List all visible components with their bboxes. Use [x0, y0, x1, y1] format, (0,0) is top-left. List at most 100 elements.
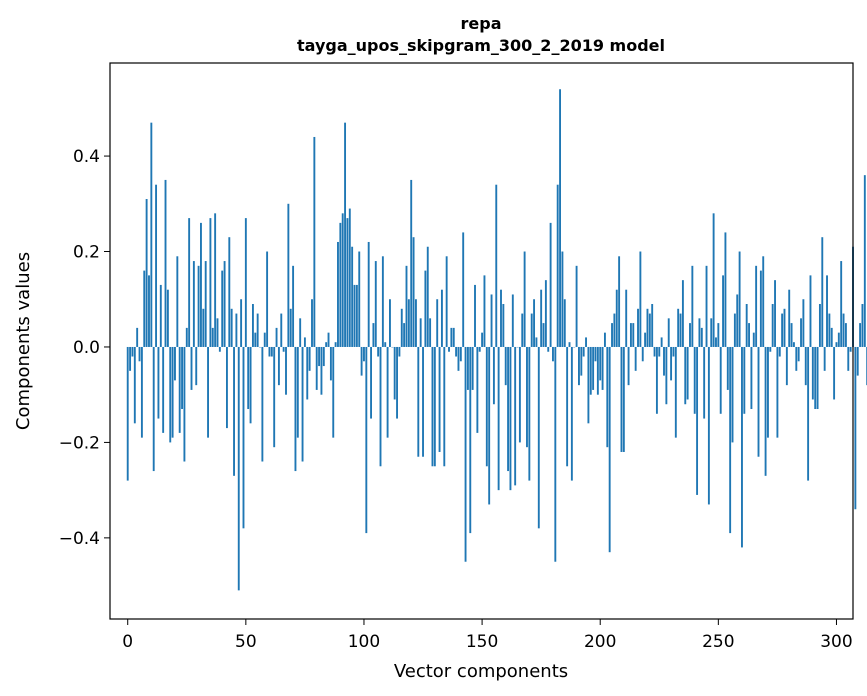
bar	[275, 327, 278, 347]
bar	[162, 346, 165, 433]
bar	[280, 313, 283, 347]
bar	[433, 346, 436, 467]
bar	[197, 265, 200, 347]
bar	[691, 265, 694, 347]
bar	[696, 346, 699, 495]
bar	[270, 346, 273, 357]
bar	[192, 261, 195, 347]
bar	[674, 346, 677, 438]
bar	[816, 346, 819, 410]
bar	[785, 346, 788, 386]
x-tick-label: 250	[702, 632, 734, 652]
chart-subtitle: tayga_upos_skipgram_300_2_2019 model	[297, 36, 665, 55]
bar	[681, 280, 684, 347]
bar	[828, 313, 831, 347]
bar	[599, 346, 602, 381]
bar	[570, 346, 573, 481]
bar	[731, 346, 734, 443]
bar	[485, 346, 488, 467]
bar	[797, 346, 800, 362]
bar	[204, 261, 207, 347]
bar	[320, 346, 323, 395]
bar	[407, 299, 410, 347]
bar	[844, 323, 847, 347]
bar	[374, 261, 377, 347]
bar	[381, 256, 384, 347]
bar	[358, 251, 361, 347]
bar	[502, 304, 505, 347]
bar	[790, 323, 793, 347]
bar	[133, 346, 136, 424]
bar	[209, 218, 212, 347]
bar	[353, 284, 356, 347]
bar	[251, 304, 254, 347]
y-tick-label: 0.4	[73, 147, 100, 167]
bar	[719, 346, 722, 414]
bar	[403, 323, 406, 347]
bar	[809, 275, 812, 347]
bar	[854, 346, 857, 510]
bar	[235, 313, 238, 347]
bar	[814, 346, 817, 410]
bar	[334, 342, 337, 347]
bar	[575, 265, 578, 347]
bar	[448, 346, 450, 352]
bar	[410, 179, 413, 347]
y-tick-label: 0.0	[73, 338, 100, 358]
bar	[452, 327, 455, 347]
bar	[313, 136, 316, 347]
bar	[495, 184, 498, 347]
bar	[842, 313, 845, 347]
bar	[384, 342, 387, 347]
x-tick-label: 300	[820, 632, 852, 652]
bar	[660, 337, 663, 347]
bar	[710, 318, 713, 347]
bar	[148, 275, 150, 347]
bar	[169, 346, 172, 443]
bar	[329, 346, 332, 381]
bar	[436, 299, 439, 347]
bar	[741, 346, 743, 548]
bar	[639, 251, 642, 347]
bar	[625, 289, 628, 347]
bar	[700, 327, 703, 347]
bar	[849, 346, 852, 352]
bar	[568, 342, 571, 347]
bar	[634, 346, 637, 371]
bar	[200, 222, 202, 347]
bar	[268, 346, 271, 357]
bar	[396, 346, 398, 419]
bar	[703, 346, 706, 419]
bar	[715, 337, 717, 347]
bar	[207, 346, 209, 438]
bar	[807, 346, 810, 481]
bar	[726, 346, 729, 390]
bar	[771, 304, 774, 347]
bar	[757, 346, 760, 457]
bar	[835, 342, 838, 347]
bar	[528, 346, 531, 481]
bar	[450, 327, 453, 347]
bar	[483, 275, 486, 347]
x-tick-label: 150	[466, 632, 498, 652]
bar	[826, 275, 828, 347]
bar	[327, 332, 330, 347]
bar	[438, 346, 441, 452]
bar	[795, 346, 798, 371]
bar	[464, 346, 467, 562]
bar	[296, 346, 299, 438]
bar	[223, 261, 226, 347]
bar	[603, 332, 606, 347]
x-tick-label: 0	[122, 632, 133, 652]
bar	[608, 346, 611, 553]
bar	[341, 213, 344, 347]
bar	[400, 308, 403, 347]
bar	[530, 313, 533, 347]
bar	[311, 299, 313, 347]
bar	[641, 346, 644, 362]
bar	[622, 346, 625, 452]
bar	[152, 346, 155, 472]
bar	[282, 346, 285, 352]
bar	[733, 313, 736, 347]
bar	[221, 270, 224, 347]
